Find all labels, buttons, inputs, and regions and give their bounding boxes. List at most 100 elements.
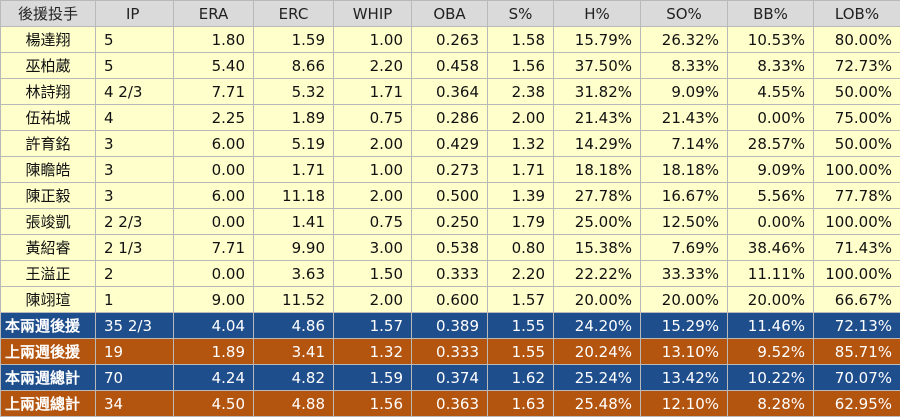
- cell-pitcher-name: 林詩翔: [1, 79, 96, 105]
- cell-h-pct: 24.20%: [554, 313, 641, 339]
- cell-lob-pct: 75.00%: [814, 105, 900, 131]
- cell-so-pct: 12.10%: [641, 391, 728, 417]
- column-header-whip: WHIP: [334, 1, 412, 27]
- cell-h-pct: 37.50%: [554, 53, 641, 79]
- cell-so-pct: 9.09%: [641, 79, 728, 105]
- summary-label: 本兩週後援: [1, 313, 96, 339]
- cell-bb-pct: 10.53%: [728, 27, 814, 53]
- cell-bb-pct: 9.09%: [728, 157, 814, 183]
- cell-lob-pct: 62.95%: [814, 391, 900, 417]
- cell-oba: 0.363: [412, 391, 488, 417]
- cell-era: 4.04: [174, 313, 254, 339]
- cell-pitcher-name: 陳正毅: [1, 183, 96, 209]
- cell-ip: 5: [96, 53, 174, 79]
- cell-ip: 2 2/3: [96, 209, 174, 235]
- cell-s-pct: 1.62: [488, 365, 554, 391]
- cell-h-pct: 15.79%: [554, 27, 641, 53]
- cell-s-pct: 1.63: [488, 391, 554, 417]
- cell-erc: 5.19: [254, 131, 334, 157]
- cell-s-pct: 1.56: [488, 53, 554, 79]
- cell-so-pct: 13.42%: [641, 365, 728, 391]
- cell-lob-pct: 71.43%: [814, 235, 900, 261]
- cell-h-pct: 27.78%: [554, 183, 641, 209]
- cell-ip: 1: [96, 287, 174, 313]
- cell-so-pct: 13.10%: [641, 339, 728, 365]
- cell-s-pct: 1.79: [488, 209, 554, 235]
- cell-pitcher-name: 陳瞻皓: [1, 157, 96, 183]
- cell-era: 0.00: [174, 209, 254, 235]
- cell-so-pct: 7.69%: [641, 235, 728, 261]
- cell-oba: 0.333: [412, 339, 488, 365]
- cell-erc: 11.18: [254, 183, 334, 209]
- cell-pitcher-name: 王溢正: [1, 261, 96, 287]
- cell-s-pct: 1.71: [488, 157, 554, 183]
- column-header-lob-pct: LOB%: [814, 1, 900, 27]
- cell-era: 4.24: [174, 365, 254, 391]
- column-header-ip: IP: [96, 1, 174, 27]
- cell-ip: 3: [96, 157, 174, 183]
- cell-erc: 5.32: [254, 79, 334, 105]
- cell-s-pct: 1.57: [488, 287, 554, 313]
- cell-so-pct: 16.67%: [641, 183, 728, 209]
- cell-oba: 0.458: [412, 53, 488, 79]
- cell-oba: 0.429: [412, 131, 488, 157]
- cell-pitcher-name: 伍祐城: [1, 105, 96, 131]
- cell-lob-pct: 50.00%: [814, 79, 900, 105]
- cell-bb-pct: 0.00%: [728, 209, 814, 235]
- summary-label: 上兩週後援: [1, 339, 96, 365]
- cell-ip: 5: [96, 27, 174, 53]
- cell-erc: 1.89: [254, 105, 334, 131]
- cell-erc: 4.82: [254, 365, 334, 391]
- cell-lob-pct: 80.00%: [814, 27, 900, 53]
- cell-ip: 70: [96, 365, 174, 391]
- cell-h-pct: 25.00%: [554, 209, 641, 235]
- cell-bb-pct: 4.55%: [728, 79, 814, 105]
- cell-era: 5.40: [174, 53, 254, 79]
- cell-pitcher-name: 許育銘: [1, 131, 96, 157]
- cell-oba: 0.273: [412, 157, 488, 183]
- cell-ip: 4: [96, 105, 174, 131]
- column-header-oba: OBA: [412, 1, 488, 27]
- cell-lob-pct: 72.13%: [814, 313, 900, 339]
- cell-era: 2.25: [174, 105, 254, 131]
- cell-ip: 19: [96, 339, 174, 365]
- cell-bb-pct: 11.11%: [728, 261, 814, 287]
- cell-whip: 1.32: [334, 339, 412, 365]
- cell-bb-pct: 11.46%: [728, 313, 814, 339]
- column-header-pitcher: 後援投手: [1, 1, 96, 27]
- cell-oba: 0.364: [412, 79, 488, 105]
- cell-erc: 3.63: [254, 261, 334, 287]
- cell-lob-pct: 66.67%: [814, 287, 900, 313]
- cell-h-pct: 31.82%: [554, 79, 641, 105]
- cell-era: 1.89: [174, 339, 254, 365]
- cell-era: 7.71: [174, 79, 254, 105]
- cell-so-pct: 15.29%: [641, 313, 728, 339]
- cell-pitcher-name: 黃紹睿: [1, 235, 96, 261]
- cell-era: 9.00: [174, 287, 254, 313]
- cell-h-pct: 15.38%: [554, 235, 641, 261]
- cell-lob-pct: 77.78%: [814, 183, 900, 209]
- cell-whip: 2.20: [334, 53, 412, 79]
- cell-era: 7.71: [174, 235, 254, 261]
- cell-so-pct: 33.33%: [641, 261, 728, 287]
- cell-bb-pct: 20.00%: [728, 287, 814, 313]
- cell-s-pct: 0.80: [488, 235, 554, 261]
- cell-lob-pct: 70.07%: [814, 365, 900, 391]
- cell-bb-pct: 5.56%: [728, 183, 814, 209]
- column-header-era: ERA: [174, 1, 254, 27]
- cell-whip: 1.00: [334, 157, 412, 183]
- cell-bb-pct: 10.22%: [728, 365, 814, 391]
- cell-oba: 0.286: [412, 105, 488, 131]
- cell-whip: 3.00: [334, 235, 412, 261]
- column-header-erc: ERC: [254, 1, 334, 27]
- cell-h-pct: 20.24%: [554, 339, 641, 365]
